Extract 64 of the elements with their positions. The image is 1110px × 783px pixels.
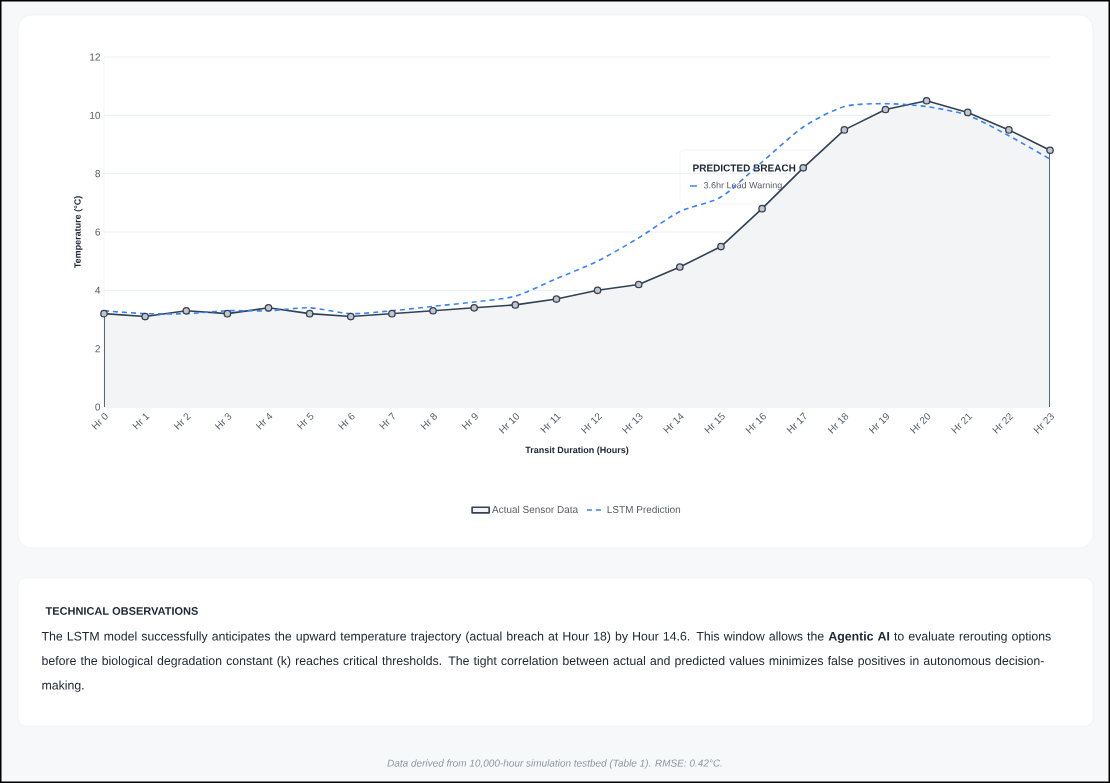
- x-tick-label: Hr 14: [663, 412, 684, 434]
- x-tick-label: Hr 0: [91, 413, 108, 430]
- x-tick-label: Hr 16: [745, 413, 766, 434]
- x-tick-label: Hr 12: [580, 413, 603, 434]
- x-tick-label: Hr 10: [498, 413, 519, 434]
- point: [100, 309, 108, 318]
- x-tick-label: Hr 5: [296, 412, 314, 430]
- point: [717, 242, 725, 251]
- point: [1046, 146, 1054, 155]
- point: [593, 286, 602, 295]
- y-tick-label: 8: [95, 170, 101, 178]
- annotation: 3.6hr Lead Warning: [703, 181, 782, 191]
- point: [963, 108, 972, 117]
- text: TECHNICAL OBSERVATIONS: [45, 607, 198, 615]
- text: The LSTM model successfully anticipates the upward temperature trajectory (actual breach at Hour 18) by Hour 14.6. This window allows the Agentic AI to evaluate rerouting options before the biological degradation constant (k) reaches critical thresholds. The tight correlation between actual and predicted values minimizes false positives in autonomous decision-making.: [41, 631, 1051, 692]
- x-tick-label: Hr 7: [379, 412, 395, 430]
- point: [840, 126, 849, 134]
- point: [346, 312, 355, 321]
- x-tick-label: Hr 2: [173, 413, 191, 430]
- point: [470, 303, 479, 312]
- x-axis-title: Transit Duration (Hours): [525, 446, 629, 455]
- y-tick-label: 12: [90, 53, 100, 61]
- x-tick-label: Hr 20: [909, 413, 931, 434]
- x-tick-label: Hr 6: [338, 413, 355, 430]
- point: [758, 204, 766, 213]
- point: [141, 312, 149, 321]
- point: [429, 306, 437, 315]
- y-tick-label: 2: [95, 345, 100, 353]
- legend-label: LSTM Prediction: [607, 505, 681, 514]
- point: [634, 280, 643, 289]
- x-tick-label: Hr 18: [827, 413, 849, 434]
- point: [305, 309, 314, 318]
- x-tick-label: Hr 22: [992, 413, 1014, 434]
- y-tick-label: 10: [90, 111, 101, 119]
- x-tick-label: Hr 4: [255, 412, 273, 430]
- y-tick-label: 6: [95, 228, 101, 236]
- text: Data derived from 10,000-hour simulation testbed (Table 1). RMSE: 0.42°C.: [387, 759, 722, 769]
- x-tick-label: Hr 9: [461, 413, 478, 430]
- x-tick-label: Hr 21: [951, 413, 973, 434]
- point: [1005, 126, 1013, 134]
- x-tick-label: Hr 19: [868, 413, 890, 434]
- x-tick-label: Hr 3: [214, 413, 232, 430]
- x-tick-label: Hr 17: [786, 412, 807, 434]
- point: [881, 105, 890, 114]
- point: [182, 306, 191, 315]
- x-tick-label: Hr 11: [540, 413, 561, 434]
- y-tick-label: 0: [95, 403, 101, 411]
- x-tick-label: Hr 1: [132, 413, 150, 430]
- x-tick-label: Hr 8: [420, 413, 437, 430]
- point: [264, 303, 273, 312]
- point: [799, 163, 808, 172]
- point: [922, 96, 931, 105]
- x-tick-label: Hr 23: [1033, 413, 1054, 434]
- point: [552, 295, 561, 303]
- point: [675, 263, 684, 271]
- x-tick-label: Hr 15: [704, 412, 725, 434]
- y-tick-label: 4: [95, 286, 101, 294]
- point: [388, 309, 396, 318]
- x-tick-label: Hr 13: [622, 413, 643, 434]
- annotation: PREDICTED BREACH: [693, 164, 796, 172]
- point: [511, 301, 520, 309]
- y-axis-title: Temperature (°C): [74, 196, 83, 269]
- point: [223, 309, 232, 318]
- legend-label: Actual Sensor Data: [491, 505, 579, 514]
